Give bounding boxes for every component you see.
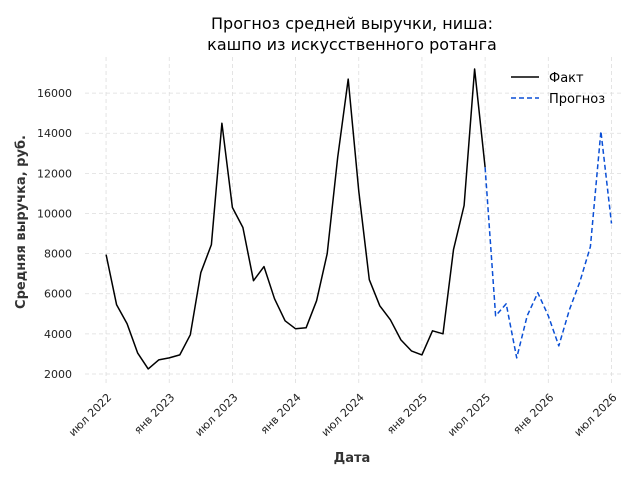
legend: Факт Прогноз bbox=[511, 71, 605, 107]
x-tick-label: янв 2025 bbox=[384, 391, 430, 437]
legend-label-fact: Факт bbox=[549, 71, 584, 86]
chart-title-line-1: Прогноз средней выручки, ниша: bbox=[211, 14, 493, 33]
y-tick-label: 16000 bbox=[37, 87, 72, 100]
x-tick-label: июл 2026 bbox=[572, 391, 620, 439]
grid bbox=[85, 57, 622, 386]
y-tick-label: 4000 bbox=[44, 328, 72, 341]
y-axis-label: Средняя выручка, руб. bbox=[14, 135, 29, 309]
x-axis-label: Дата bbox=[334, 451, 371, 466]
x-tick-label: янв 2026 bbox=[511, 391, 557, 437]
x-tick-label: июл 2022 bbox=[66, 391, 114, 439]
chart-title-line-2: кашпо из искусственного ротанга bbox=[207, 35, 497, 54]
x-tick-label: янв 2024 bbox=[258, 391, 304, 437]
legend-label-forecast: Прогноз bbox=[549, 92, 605, 107]
y-tick-label: 12000 bbox=[37, 167, 72, 180]
y-tick-label: 2000 bbox=[44, 368, 72, 381]
series-line-forecast bbox=[484, 130, 613, 359]
y-tick-label: 14000 bbox=[37, 127, 72, 140]
x-tick-label: июл 2024 bbox=[319, 391, 367, 439]
y-tick-label: 6000 bbox=[44, 288, 72, 301]
axis-ticks: 2000 4000 6000 8000 10000 12000 14000 16000 июл … bbox=[37, 87, 620, 439]
series-line-fact bbox=[105, 68, 486, 370]
series-lines bbox=[105, 68, 613, 370]
y-tick-label: 10000 bbox=[37, 207, 72, 220]
y-tick-label: 8000 bbox=[44, 248, 72, 261]
x-tick-label: июл 2023 bbox=[192, 391, 240, 439]
x-tick-label: янв 2023 bbox=[132, 391, 178, 437]
x-tick-label: июл 2025 bbox=[445, 391, 493, 439]
